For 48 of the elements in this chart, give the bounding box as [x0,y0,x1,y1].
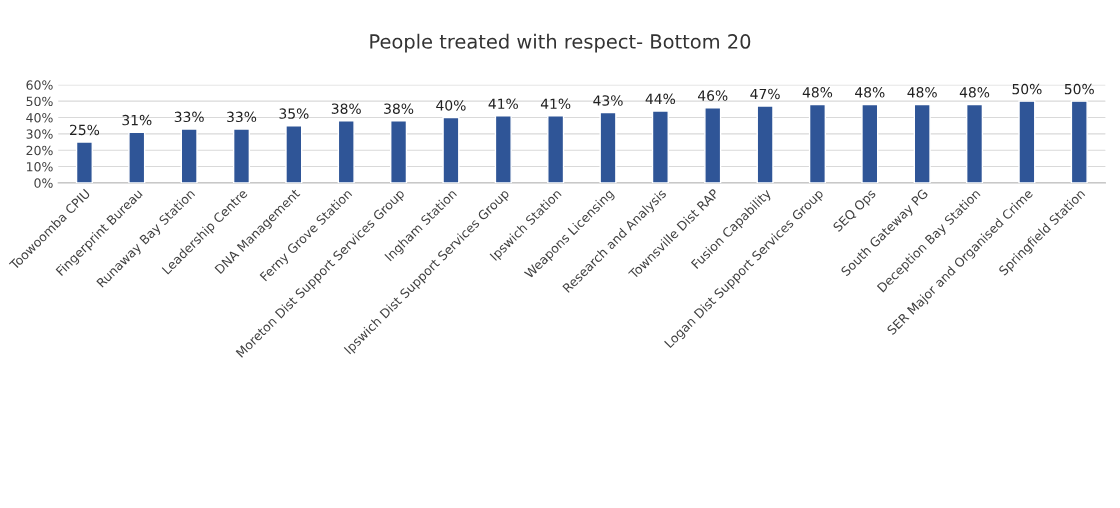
bar [442,116,460,183]
bar [75,141,93,183]
bar [861,103,879,183]
y-tick-label: 30% [26,129,53,139]
y-tick-label: 60% [26,80,53,90]
data-label: 48% [802,87,833,98]
bar [756,105,774,183]
bar [285,124,303,183]
bar [1070,100,1088,183]
bar [1018,100,1036,183]
data-label: 48% [907,87,937,98]
data-label: 41% [488,98,518,110]
data-label: 40% [436,100,466,111]
bar [913,103,931,183]
bar [232,128,251,183]
data-label: 50% [1012,83,1042,95]
data-label: 33% [227,111,257,123]
bar [808,103,827,183]
bar [965,103,984,183]
data-label: 46% [697,90,728,101]
y-tick-label: 20% [26,145,53,156]
data-label: 33% [174,111,204,123]
y-tick-label: 10% [26,162,53,172]
data-label: 43% [593,95,623,106]
data-label: 38% [384,103,414,114]
bar [390,120,408,183]
bar [651,110,669,183]
bar [128,131,146,183]
bar [337,120,355,183]
data-label: 48% [959,87,990,98]
data-label: 35% [279,108,309,119]
y-tick-label: 40% [26,112,53,123]
data-label: 47% [750,88,780,100]
data-label: 25% [70,124,100,136]
data-label: 44% [645,93,676,105]
y-tick-label: 50% [26,96,53,107]
data-label: 50% [1064,83,1094,95]
bar [494,115,512,183]
bar [180,128,198,183]
bar [599,111,617,183]
data-label: 31% [122,114,152,126]
chart-title: People treated with respect- Bottom 20 [370,33,751,53]
bar [704,107,722,183]
data-label: 41% [540,98,571,110]
y-tick-label: 0% [34,178,53,188]
data-label: 38% [331,103,361,114]
data-label: 48% [855,87,885,98]
bar [547,115,565,183]
